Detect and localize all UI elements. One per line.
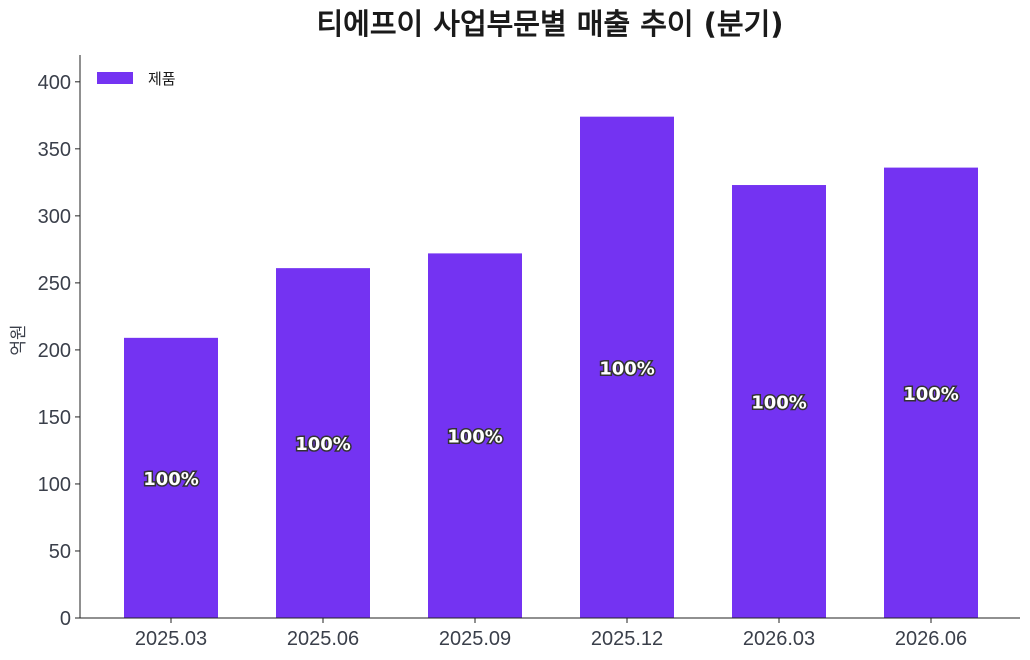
y-tick-label: 100 (38, 474, 71, 496)
x-tick-label: 2025.03 (135, 628, 207, 650)
chart-title: 티에프이 사업부문별 매출 추이 (분기) (316, 7, 783, 41)
bar (428, 253, 522, 618)
x-tick-label: 2026.06 (895, 628, 967, 650)
bars: 100% 100% 100% 100% 100% 100% (124, 116, 978, 619)
y-tick-label: 200 (38, 340, 71, 362)
y-tick-label: 350 (38, 139, 71, 161)
bar-data-label: 100% (903, 384, 959, 405)
bar-data-label: 100% (751, 393, 807, 414)
y-tick-label: 0 (60, 608, 71, 630)
x-tick-label: 2025.12 (591, 628, 663, 650)
y-axis-ticks: 0 50 100 150 200 250 300 350 400 (38, 72, 80, 630)
y-tick-label: 50 (49, 541, 71, 563)
bar-data-label: 100% (143, 469, 199, 490)
bar (732, 185, 826, 618)
y-tick-label: 250 (38, 273, 71, 295)
bar (580, 116, 674, 619)
y-axis-label: 억원 (9, 324, 29, 355)
y-tick-label: 300 (38, 206, 71, 228)
legend: 제품 (97, 70, 176, 88)
bar (884, 167, 978, 618)
y-tick-label: 150 (38, 407, 71, 429)
bar-data-label: 100% (447, 427, 503, 448)
legend-label: 제품 (148, 70, 176, 88)
x-tick-label: 2025.06 (287, 628, 359, 650)
y-tick-label: 400 (38, 72, 71, 94)
bar (124, 337, 218, 618)
x-tick-label: 2025.09 (439, 628, 511, 650)
bar (276, 268, 370, 618)
bar-data-label: 100% (599, 358, 655, 379)
bar-data-label: 100% (295, 434, 351, 455)
legend-swatch (97, 72, 133, 84)
x-axis-ticks: 2025.03 2025.06 2025.09 2025.12 2026.03 2026.… (135, 618, 967, 650)
x-tick-label: 2026.03 (743, 628, 815, 650)
